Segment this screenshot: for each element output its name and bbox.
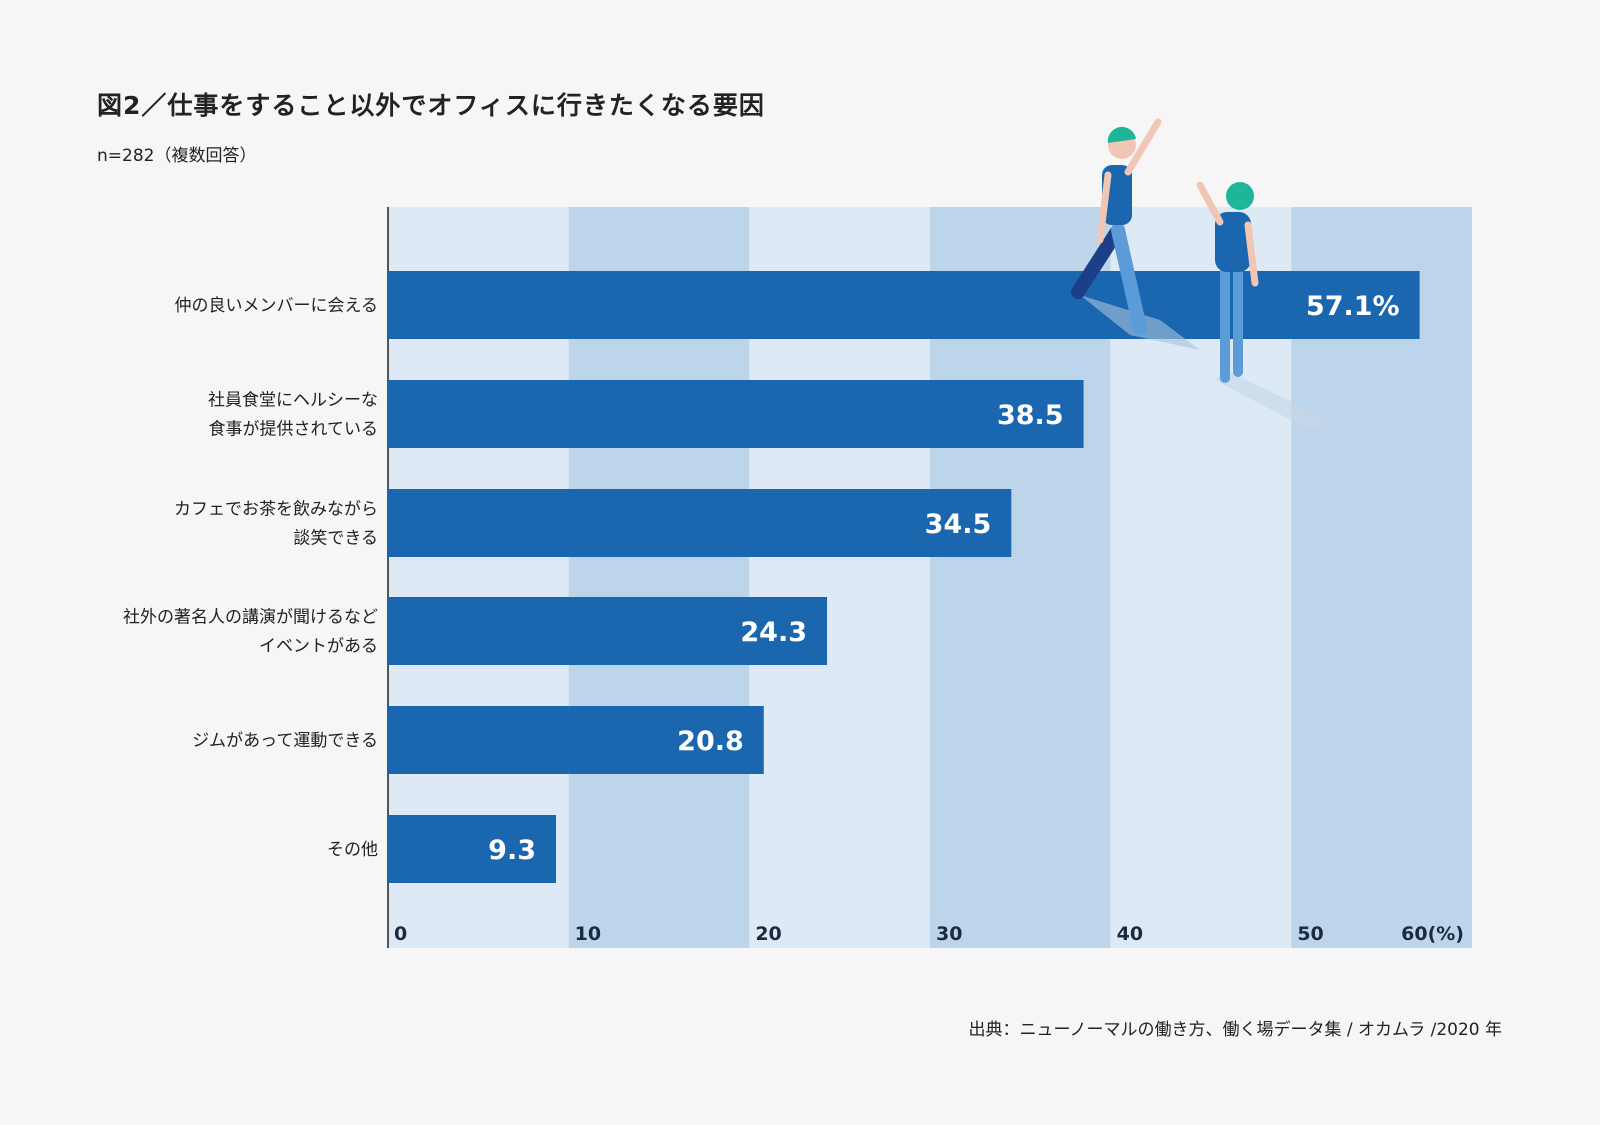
value-label: 38.5 [997,400,1064,431]
category-label: 談笑できる [293,529,378,549]
shadow [1215,370,1330,430]
x-tick-label: 40 [1117,923,1143,945]
person-leg [1111,223,1147,335]
value-label: 57.1% [1306,291,1400,322]
x-tick-label: 50 [1297,923,1323,945]
person-arm [1244,221,1259,287]
person-arm [1124,118,1162,176]
x-tick-label: 30 [936,923,962,945]
chart-subtitle: n=282（複数回答） [97,146,257,166]
chart-title: 図2／仕事をすること以外でオフィスに行きたくなる要因 [97,91,765,120]
person-hair [1107,126,1136,143]
person-arm [1196,181,1224,226]
category-label: ジムがあって運動できる [192,731,378,751]
value-label: 24.3 [740,617,807,648]
bar [388,815,557,883]
x-tick-label: 60(%) [1401,923,1464,945]
value-label: 20.8 [677,726,744,757]
person-leg [1071,223,1125,299]
value-label: 9.3 [488,835,536,866]
source-note: 出典：ニューノーマルの働き方、働く場データ集 / オカムラ /2020 年 [968,1020,1502,1040]
value-label: 34.5 [925,509,992,540]
category-label: カフェでお茶を飲みながら [174,500,378,520]
category-label: イベントがある [259,637,378,657]
category-label: 社外の著名人の講演が聞けるなど [123,608,378,628]
category-label: その他 [327,840,378,860]
category-label: 社員食堂にヘルシーな [208,391,378,411]
bar [388,597,828,665]
person-head [1226,182,1254,210]
bar [388,380,1084,448]
person-arm [1096,171,1112,244]
bar [388,489,1012,557]
category-label: 食事が提供されている [209,420,379,440]
x-tick-label: 10 [575,923,601,945]
person-body [1215,212,1251,272]
x-tick-label: 20 [755,923,781,945]
bar [388,271,1420,339]
category-label: 仲の良いメンバーに会える [175,296,379,316]
people-illustration [1071,118,1330,430]
x-tick-label: 0 [394,923,407,945]
bar [388,706,764,774]
